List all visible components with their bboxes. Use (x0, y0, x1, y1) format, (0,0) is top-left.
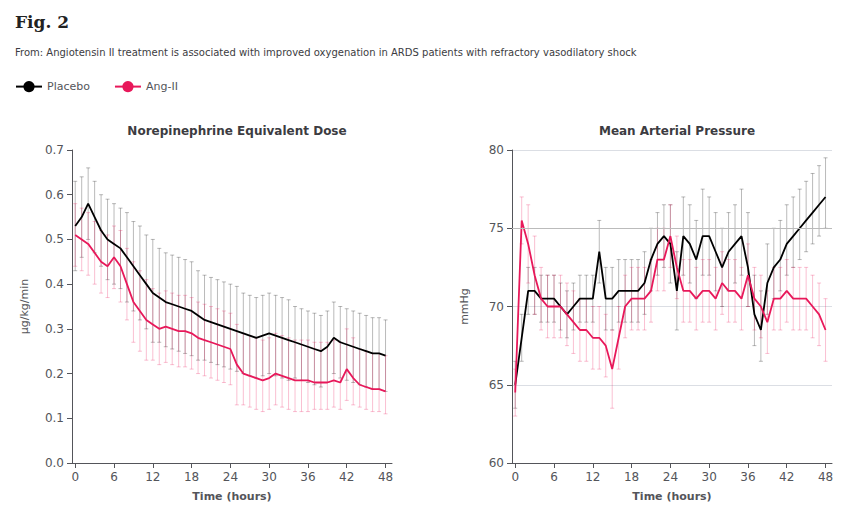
svg-text:48: 48 (378, 470, 393, 484)
svg-text:0.2: 0.2 (45, 367, 64, 381)
svg-text:70: 70 (489, 300, 504, 314)
svg-text:42: 42 (779, 470, 794, 484)
svg-text:0.7: 0.7 (45, 143, 64, 157)
svg-text:0.6: 0.6 (45, 188, 64, 202)
svg-text:42: 42 (339, 470, 354, 484)
svg-text:12: 12 (145, 470, 160, 484)
svg-text:0.1: 0.1 (45, 411, 64, 425)
svg-text:48: 48 (818, 470, 833, 484)
svg-text:60: 60 (489, 456, 504, 470)
svg-text:75: 75 (489, 221, 504, 235)
svg-text:30: 30 (262, 470, 277, 484)
svg-text:24: 24 (663, 470, 678, 484)
svg-text:6: 6 (550, 470, 558, 484)
svg-text:Placebo: Placebo (47, 80, 90, 93)
svg-text:24: 24 (223, 470, 238, 484)
svg-text:18: 18 (184, 470, 199, 484)
svg-text:36: 36 (300, 470, 315, 484)
svg-text:Ang-II: Ang-II (146, 80, 178, 93)
svg-text:0: 0 (71, 470, 79, 484)
svg-text:Time (hours): Time (hours) (632, 490, 711, 503)
svg-text:12: 12 (585, 470, 600, 484)
svg-text:μg/kg/min: μg/kg/min (18, 279, 31, 335)
svg-text:18: 18 (624, 470, 639, 484)
svg-text:Time (hours): Time (hours) (192, 490, 271, 503)
svg-text:0.3: 0.3 (45, 322, 64, 336)
svg-text:Mean Arterial Pressure: Mean Arterial Pressure (599, 124, 755, 138)
svg-text:From: Angiotensin II treatment: From: Angiotensin II treatment is associ… (15, 47, 637, 58)
svg-text:0.0: 0.0 (45, 456, 64, 470)
svg-text:Fig. 2: Fig. 2 (15, 12, 69, 32)
svg-text:80: 80 (489, 143, 504, 157)
svg-text:65: 65 (489, 378, 504, 392)
svg-text:36: 36 (740, 470, 755, 484)
svg-text:6: 6 (110, 470, 118, 484)
svg-text:mmHg: mmHg (458, 288, 471, 325)
svg-text:Norepinephrine Equivalent Dose: Norepinephrine Equivalent Dose (127, 124, 346, 138)
svg-text:30: 30 (702, 470, 717, 484)
svg-text:0: 0 (511, 470, 519, 484)
svg-text:0.5: 0.5 (45, 232, 64, 246)
svg-text:0.4: 0.4 (45, 277, 64, 291)
